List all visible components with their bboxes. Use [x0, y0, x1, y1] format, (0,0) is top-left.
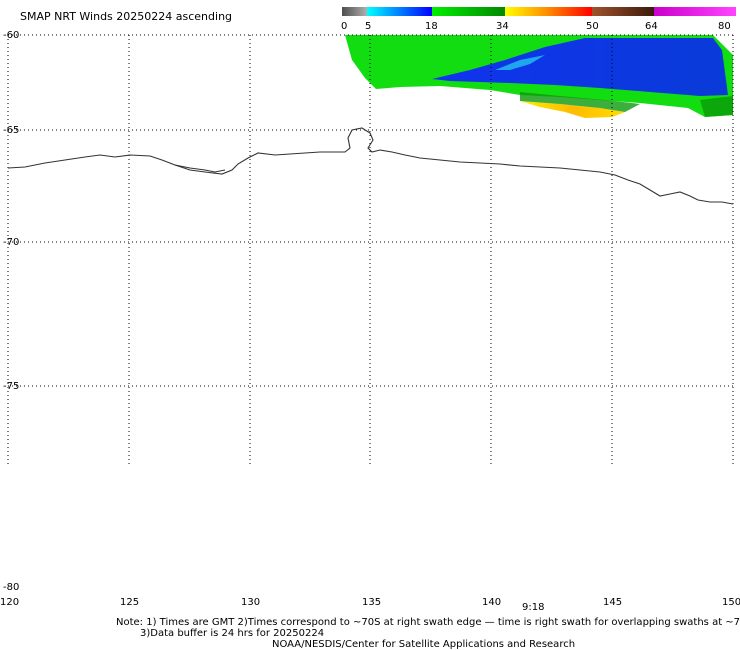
colorbar-segment-18-34 — [432, 7, 505, 16]
footnotes: Note: 1) Times are GMT 2)Times correspon… — [116, 617, 740, 650]
lon-label: 145 — [603, 597, 622, 608]
note-line-1: Note: 1) Times are GMT 2)Times correspon… — [116, 617, 740, 628]
colorbar-segment-0-5 — [342, 7, 367, 16]
wind-speed-colorbar: 0 5 18 34 50 64 80 — [341, 7, 736, 32]
map-title: SMAP NRT Winds 20250224 ascending — [20, 10, 232, 23]
swath-darkgreen-region — [520, 92, 640, 112]
antarctic-coastline — [7, 127, 734, 205]
latitude-labels: -60 -65 -70 -75 -80 — [3, 30, 19, 593]
swath-darkgreen-edge — [700, 96, 733, 117]
colorbar-label: 80 — [718, 21, 731, 32]
longitude-labels: 120 125 130 135 140 145 150 — [0, 597, 740, 608]
colorbar-segment-5-18 — [367, 7, 432, 16]
colorbar-label: 64 — [645, 21, 658, 32]
lon-label: 150 — [722, 597, 740, 608]
lon-label: 120 — [0, 597, 19, 608]
swath-yellow-region — [520, 101, 625, 118]
lat-label: -65 — [3, 125, 19, 136]
colorbar-label: 18 — [425, 21, 438, 32]
lon-label: 140 — [482, 597, 501, 608]
colorbar-label: 50 — [586, 21, 599, 32]
colorbar-segment-34-50 — [505, 7, 592, 16]
swath-time-label: 9:18 — [522, 602, 544, 613]
colorbar-label: 5 — [365, 21, 371, 32]
swath-cyan-edge — [495, 55, 545, 70]
colorbar-label: 0 — [341, 21, 347, 32]
swath-blue-region — [432, 38, 728, 96]
lat-label: -60 — [3, 30, 19, 41]
lon-label: 130 — [241, 597, 260, 608]
wind-swath — [345, 35, 733, 118]
lat-label: -70 — [3, 237, 19, 248]
coastline-inlet — [174, 164, 226, 173]
note-line-2: 3)Data buffer is 24 hrs for 20250224 — [140, 628, 324, 639]
lat-label: -75 — [3, 381, 19, 392]
colorbar-segment-64-80 — [654, 7, 736, 16]
lon-label: 135 — [362, 597, 381, 608]
colorbar-segment-50-64 — [592, 7, 654, 16]
colorbar-label: 34 — [496, 21, 509, 32]
note-line-3: NOAA/NESDIS/Center for Satellite Applica… — [272, 639, 575, 650]
lat-label: -80 — [3, 582, 19, 593]
lon-label: 125 — [120, 597, 139, 608]
